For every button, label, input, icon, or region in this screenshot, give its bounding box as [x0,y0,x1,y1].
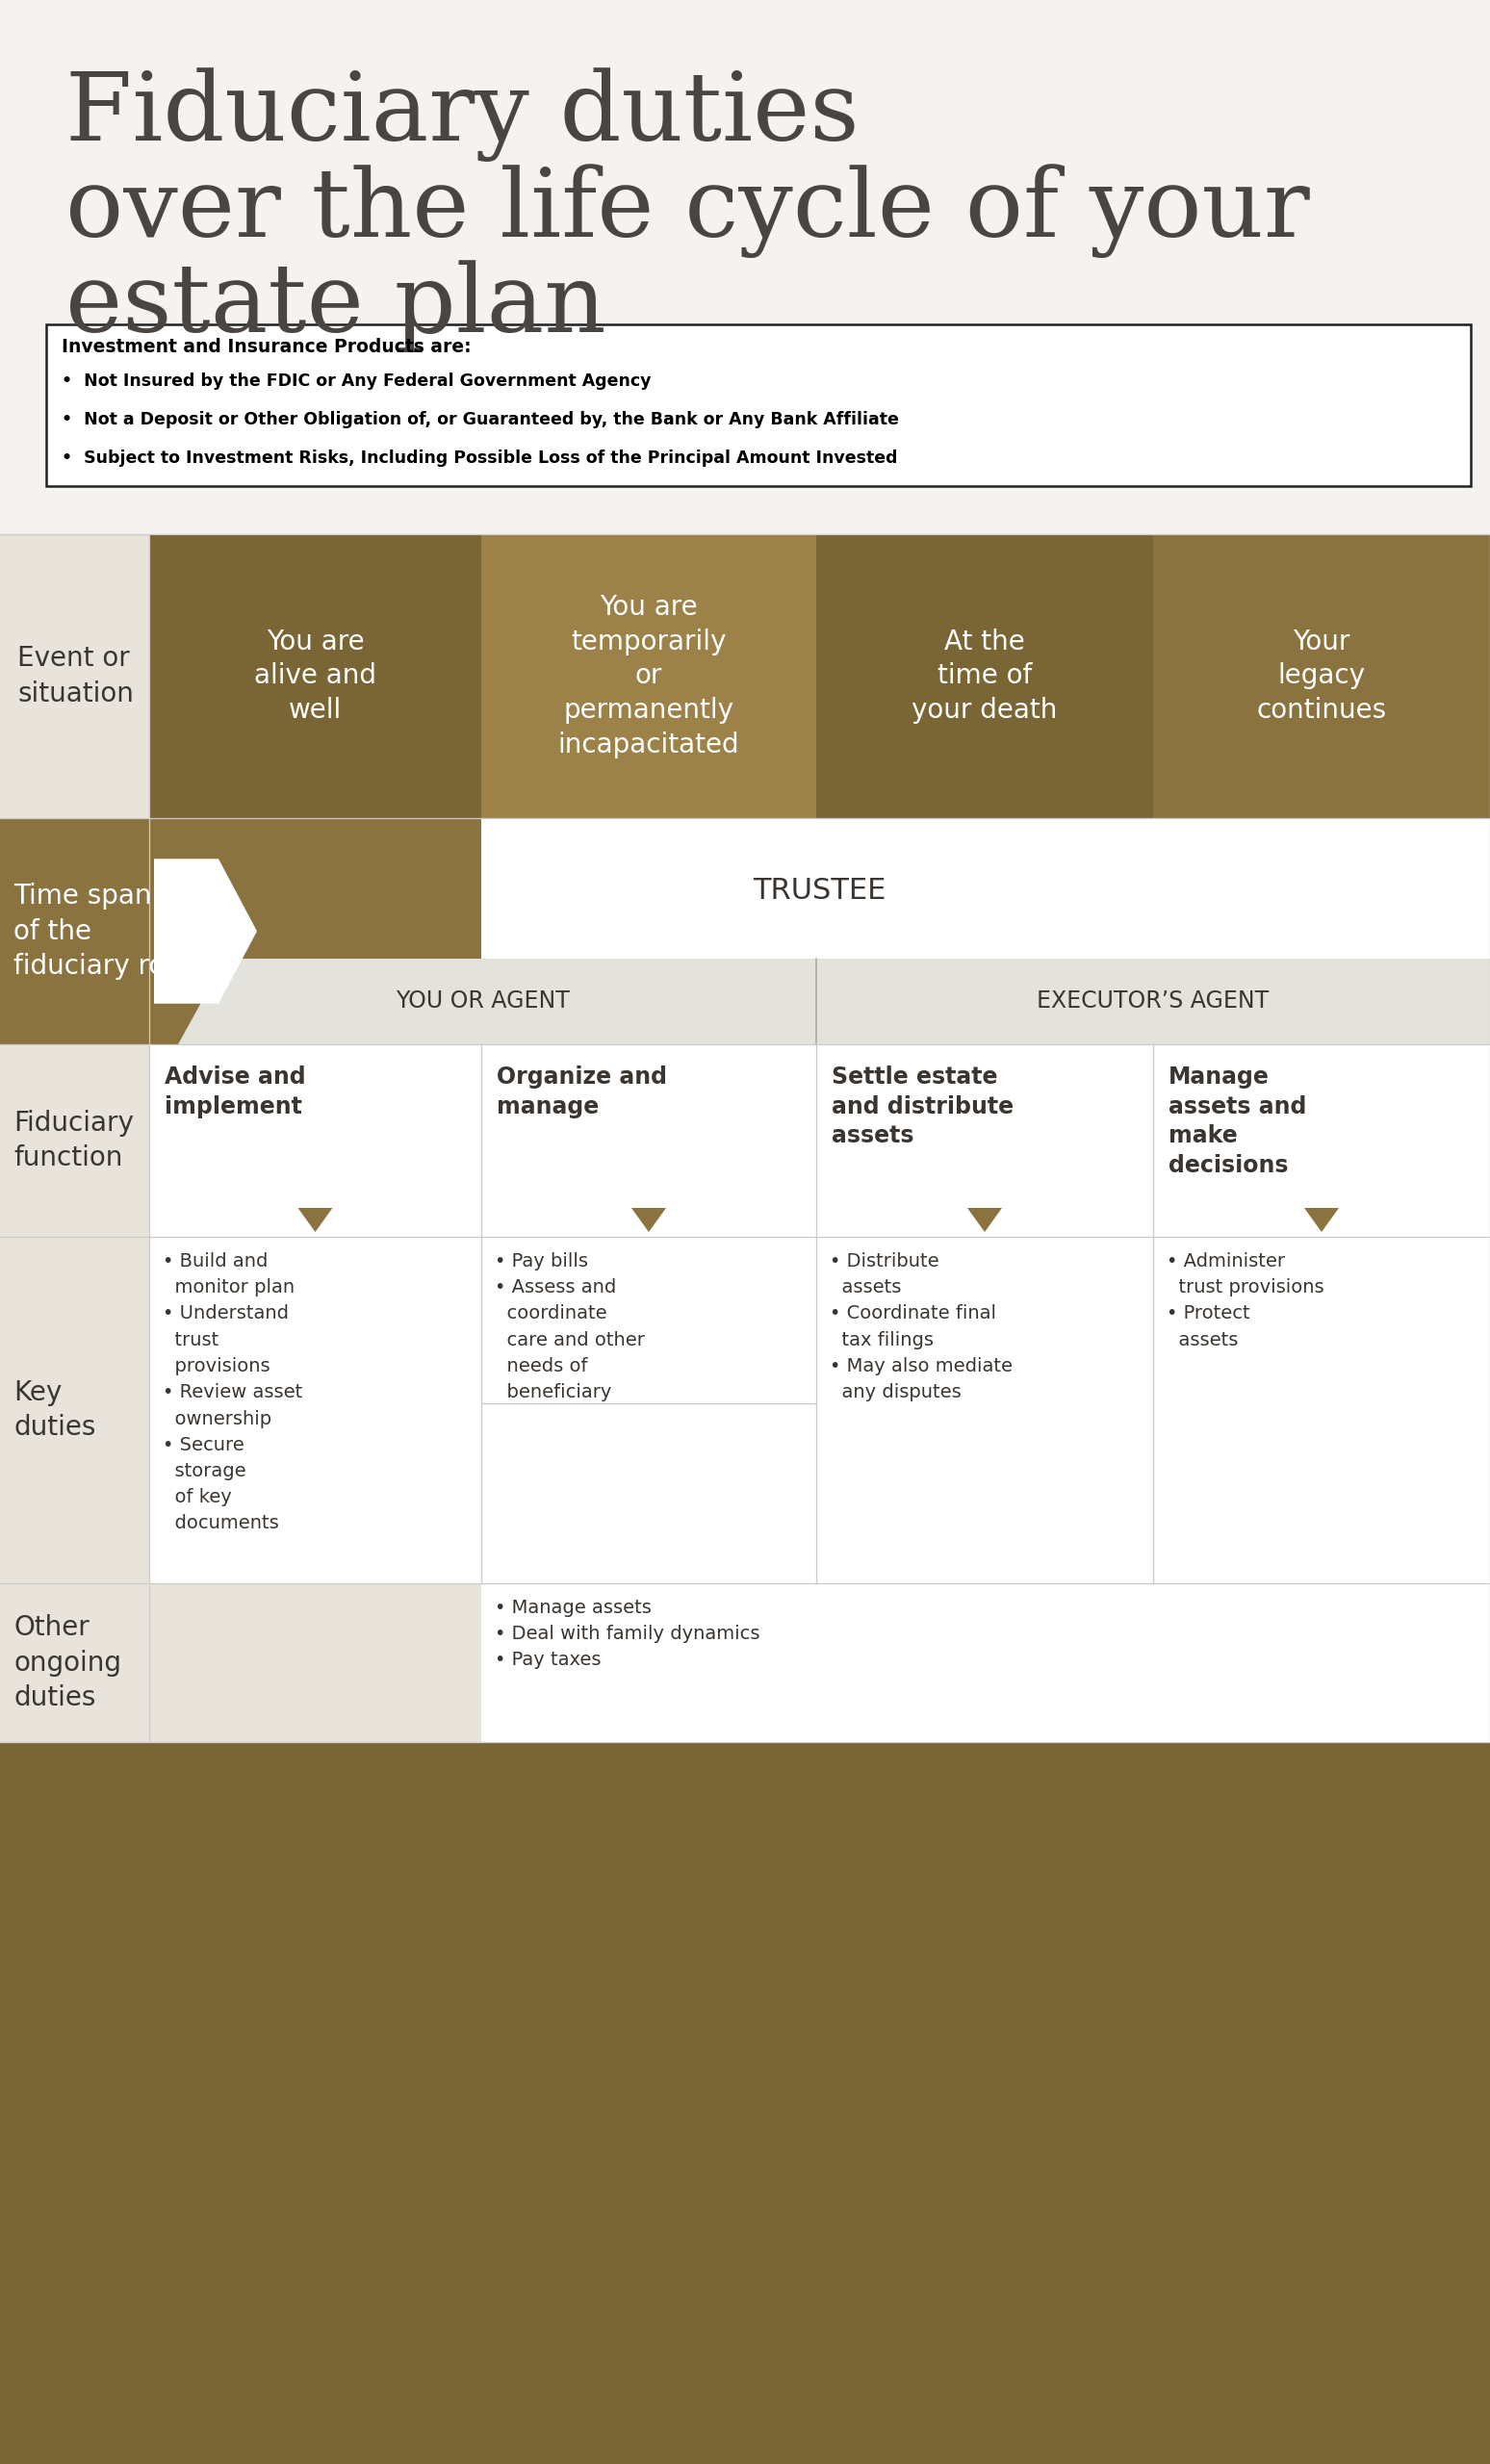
Bar [0,535,149,818]
Polygon shape [632,1207,666,1232]
Bar [0,818,481,1045]
Bar [481,818,1490,1045]
Text: Event or
situation: Event or situation [18,646,134,707]
Polygon shape [1304,1207,1340,1232]
Text: • Build and
  monitor plan
• Understand
  trust
  provisions
• Review asset
  ow: • Build and monitor plan • Understand tr… [162,1252,302,1533]
Text: • Administer
  trust provisions
• Protect
  assets: • Administer trust provisions • Protect … [1167,1252,1325,1350]
Text: •  Not a Deposit or Other Obligation of, or Guaranteed by, the Bank or Any Bank : • Not a Deposit or Other Obligation of, … [61,411,898,429]
Text: Investment and Insurance Products are:: Investment and Insurance Products are: [61,338,471,357]
Bar [1153,535,1490,818]
Text: Other
ongoing
duties: Other ongoing duties [13,1614,121,1712]
Bar [0,1045,149,1237]
Text: Settle estate
and distribute
assets: Settle estate and distribute assets [831,1064,1013,1148]
Bar [149,1584,481,1742]
Bar [149,1237,1490,1584]
Bar [0,1237,149,1584]
Bar [817,535,1153,818]
Text: Fiduciary
function: Fiduciary function [13,1109,134,1173]
Polygon shape [153,860,256,1003]
Text: EXECUTOR’S AGENT: EXECUTOR’S AGENT [1037,991,1269,1013]
Text: Advise and
implement: Advise and implement [164,1064,305,1119]
Text: Manage
assets and
make
decisions: Manage assets and make decisions [1168,1064,1307,1178]
Text: You are
temporarily
or
permanently
incapacitated: You are temporarily or permanently incap… [557,594,739,759]
Text: Time span
of the
fiduciary role: Time span of the fiduciary role [13,882,189,981]
Text: Key
duties: Key duties [13,1380,95,1441]
Bar [149,535,481,818]
Text: At the
time of
your death: At the time of your death [912,628,1058,724]
Bar [149,1045,1490,1237]
Text: • Distribute
  assets
• Coordinate final
  tax filings
• May also mediate
  any : • Distribute assets • Coordinate final t… [830,1252,1013,1402]
Text: • Pay bills
• Assess and
  coordinate
  care and other
  needs of
  beneficiary: • Pay bills • Assess and coordinate care… [495,1252,645,1402]
Text: YOU OR AGENT: YOU OR AGENT [396,991,569,1013]
Bar [481,1584,1490,1742]
Bar [817,958,1490,1045]
Bar [46,325,1471,485]
Bar [0,1742,1490,2464]
Text: You are
alive and
well: You are alive and well [255,628,377,724]
Text: Your
legacy
continues: Your legacy continues [1256,628,1387,724]
Bar [0,1584,149,1742]
Polygon shape [0,818,240,1045]
Polygon shape [298,1207,332,1232]
Text: TRUSTEE: TRUSTEE [752,877,887,904]
Bar [149,958,817,1045]
Text: estate plan: estate plan [66,259,606,352]
Text: Organize and
manage: Organize and manage [496,1064,668,1119]
Text: over the life cycle of your: over the life cycle of your [66,163,1310,259]
Text: •  Not Insured by the FDIC or Any Federal Government Agency: • Not Insured by the FDIC or Any Federal… [61,372,651,389]
Text: Fiduciary duties: Fiduciary duties [66,67,860,163]
Text: •  Subject to Investment Risks, Including Possible Loss of the Principal Amount : • Subject to Investment Risks, Including… [61,448,897,466]
Polygon shape [967,1207,1001,1232]
Text: • Manage assets
• Deal with family dynamics
• Pay taxes: • Manage assets • Deal with family dynam… [495,1599,760,1671]
Bar [481,535,817,818]
